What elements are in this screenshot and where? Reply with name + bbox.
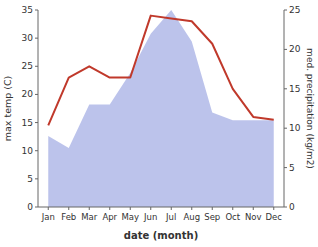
plot-area: [48, 10, 274, 207]
x-tick-label: Dec: [266, 212, 283, 222]
x-tick-label: Jun: [143, 212, 157, 222]
y2-tick-label: 25: [289, 5, 300, 15]
x-tick-label: Oct: [225, 212, 240, 222]
x-tick-label: Jan: [41, 212, 55, 222]
x-tick: [48, 207, 49, 210]
x-tick: [109, 207, 110, 210]
y-tick-label: 20: [22, 89, 34, 99]
y2-tick: [284, 49, 287, 50]
y2-tick: [284, 10, 287, 11]
y-tick-label: 15: [22, 118, 33, 128]
y2-tick: [284, 128, 287, 129]
axes: 0 5 10 15 20 25 30 35 0 5 10 15 20 25 Jan Feb Mar Apr May J…: [22, 5, 301, 222]
y-tick: [35, 178, 38, 179]
x-axis-line: [38, 207, 284, 208]
x-tick-label: Sep: [204, 212, 220, 222]
x-tick: [191, 207, 192, 210]
y-tick: [35, 122, 38, 123]
x-axis-label: date (month): [124, 230, 198, 241]
y-tick-label: 10: [22, 146, 34, 156]
y2-tick: [284, 207, 287, 208]
y-tick-label: 30: [22, 33, 34, 43]
x-tick: [130, 207, 131, 210]
x-tick: [150, 207, 151, 210]
x-tick: [273, 207, 274, 210]
y2-tick-label: 5: [289, 163, 295, 173]
x-tick-label: May: [121, 212, 139, 222]
y2-tick: [284, 88, 287, 89]
x-tick: [253, 207, 254, 210]
y2-tick-label: 15: [289, 84, 300, 94]
y-tick: [35, 150, 38, 151]
y-axis-label: max temp (C): [2, 76, 13, 142]
y2-tick: [284, 167, 287, 168]
y-tick: [35, 38, 38, 39]
y-tick-label: 5: [27, 174, 33, 184]
x-tick: [212, 207, 213, 210]
y-axis-line: [38, 10, 39, 207]
x-tick-label: Mar: [81, 212, 98, 222]
y-tick: [35, 94, 38, 95]
y-tick: [35, 10, 38, 11]
precipitation-area: [48, 10, 274, 207]
y2-tick-label: 20: [289, 44, 301, 54]
temperature-line: [48, 16, 274, 126]
y-tick-label: 35: [22, 5, 33, 15]
y2-tick-label: 0: [289, 202, 295, 212]
x-tick: [171, 207, 172, 210]
y2-axis-label: med. precipitation (kg/m2): [305, 48, 315, 169]
y2-axis-line: [284, 10, 285, 207]
y-tick-label: 25: [22, 61, 33, 71]
x-tick-label: Jul: [165, 212, 176, 222]
x-tick-label: Apr: [102, 212, 117, 222]
x-tick-label: Aug: [183, 212, 200, 222]
x-tick: [68, 207, 69, 210]
chart: 0 5 10 15 20 25 30 35 0 5 10 15 20 25 Jan Feb Mar Apr May J…: [0, 0, 318, 247]
y-tick: [35, 207, 38, 208]
x-tick-label: Nov: [245, 212, 262, 222]
x-tick-label: Feb: [61, 212, 76, 222]
y-tick: [35, 66, 38, 67]
x-tick: [232, 207, 233, 210]
x-tick: [89, 207, 90, 210]
y2-tick-label: 10: [289, 123, 301, 133]
y-tick-label: 0: [27, 202, 33, 212]
